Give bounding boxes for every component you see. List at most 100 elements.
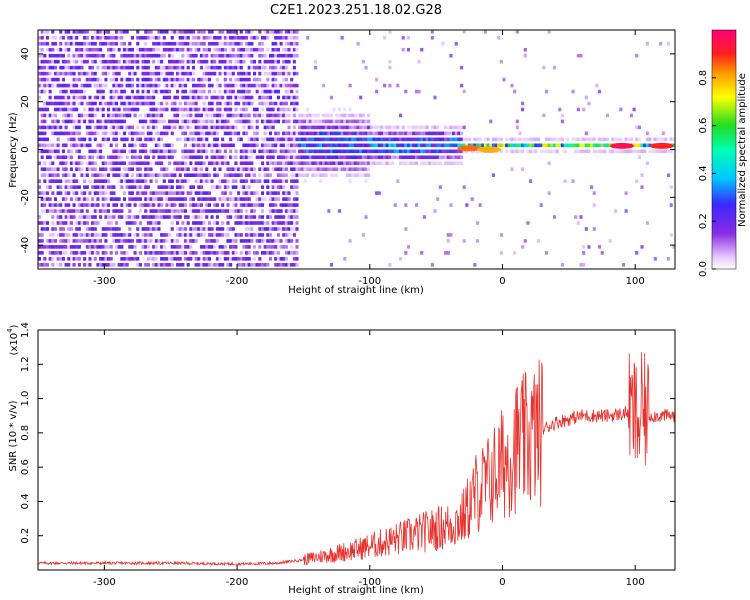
heatmap-cell bbox=[518, 149, 522, 154]
heatmap-cell bbox=[215, 161, 219, 166]
heatmap-cell bbox=[359, 113, 363, 118]
heatmap-cell bbox=[162, 155, 166, 160]
heatmap-cell bbox=[582, 107, 586, 112]
heatmap-cell bbox=[138, 167, 142, 172]
heatmap-cell bbox=[234, 107, 238, 112]
heatmap-cell bbox=[420, 251, 424, 255]
heatmap-cell bbox=[584, 95, 588, 100]
heatmap-cell bbox=[61, 155, 65, 160]
heatmap-cell bbox=[114, 167, 119, 172]
heatmap-cell bbox=[422, 125, 426, 130]
heatmap-cell bbox=[391, 149, 395, 154]
heatmap-cell bbox=[271, 191, 275, 195]
heatmap-cell bbox=[40, 191, 44, 195]
heatmap-cell bbox=[263, 137, 267, 142]
heatmap-cell bbox=[122, 95, 127, 100]
heatmap-cell bbox=[329, 137, 334, 142]
heatmap-cell bbox=[351, 143, 355, 148]
heatmap-cell bbox=[221, 47, 225, 52]
heatmap-cell bbox=[550, 137, 554, 142]
heatmap-cell bbox=[191, 107, 196, 112]
heatmap-cell bbox=[391, 137, 395, 142]
heatmap-cell bbox=[75, 53, 79, 58]
heatmap-cell bbox=[48, 149, 52, 154]
heatmap-cell bbox=[282, 65, 286, 70]
heatmap-cell bbox=[45, 245, 50, 249]
heatmap-cell bbox=[141, 71, 145, 76]
heatmap-cell bbox=[114, 71, 119, 76]
heatmap-cell bbox=[43, 65, 47, 70]
heatmap-cell bbox=[279, 137, 283, 142]
heatmap-cell bbox=[205, 125, 209, 130]
heatmap-cell bbox=[178, 107, 182, 112]
heatmap-cell bbox=[234, 239, 238, 243]
heatmap-cell bbox=[245, 155, 249, 160]
heatmap-cell bbox=[43, 221, 47, 225]
heatmap-cell bbox=[88, 95, 92, 100]
heatmap-cell bbox=[282, 203, 286, 207]
heatmap-cell bbox=[284, 233, 288, 237]
heatmap-cell bbox=[170, 257, 174, 261]
heatmap-cell bbox=[59, 83, 63, 88]
heatmap-cell bbox=[282, 245, 286, 249]
heatmap-cell bbox=[603, 137, 607, 142]
heatmap-cell bbox=[417, 149, 421, 154]
heatmap-cell bbox=[367, 173, 371, 177]
heatmap-cell bbox=[101, 119, 105, 124]
heatmap-cell bbox=[321, 113, 326, 118]
heatmap-cell bbox=[91, 227, 95, 231]
heatmap-cell bbox=[69, 179, 73, 183]
heatmap-cell bbox=[85, 173, 89, 177]
heatmap-cell bbox=[117, 59, 121, 64]
heatmap-cell bbox=[226, 101, 230, 106]
heatmap-cell bbox=[245, 161, 249, 166]
heatmap-cell bbox=[258, 245, 262, 249]
heatmap-cell bbox=[340, 131, 344, 136]
heatmap-cell bbox=[223, 107, 227, 112]
heatmap-cell bbox=[255, 89, 259, 94]
heatmap-cell bbox=[40, 233, 44, 237]
heatmap-cell bbox=[598, 245, 602, 249]
heatmap-cell bbox=[80, 143, 84, 148]
heatmap-cell bbox=[146, 173, 150, 177]
heatmap-cell bbox=[605, 137, 610, 142]
heatmap-cell bbox=[276, 239, 280, 243]
heatmap-cell bbox=[218, 257, 222, 261]
heatmap-cell bbox=[377, 161, 381, 166]
heatmap-cell bbox=[215, 131, 219, 136]
heatmap-cell bbox=[149, 119, 153, 124]
heatmap-cell bbox=[56, 179, 60, 183]
heatmap-cell bbox=[186, 53, 190, 58]
heatmap-cell bbox=[303, 119, 307, 124]
heatmap-cell bbox=[67, 53, 71, 58]
heatmap-cell bbox=[114, 107, 119, 112]
heatmap-cell bbox=[274, 221, 278, 225]
heatmap-cell bbox=[178, 191, 182, 195]
heatmap-cell bbox=[287, 215, 291, 219]
heatmap-cell bbox=[64, 125, 68, 130]
heatmap-cell bbox=[45, 173, 50, 177]
heatmap-cell bbox=[210, 30, 214, 34]
heatmap-cell bbox=[51, 77, 55, 82]
heatmap-cell bbox=[239, 203, 243, 207]
heatmap-cell bbox=[329, 119, 334, 124]
heatmap-cell bbox=[460, 131, 464, 136]
heatmap-cell bbox=[152, 35, 156, 40]
heatmap-cell bbox=[215, 41, 219, 46]
heatmap-cell bbox=[122, 161, 127, 166]
heatmap-cell bbox=[120, 179, 124, 183]
heatmap-cell bbox=[101, 59, 105, 64]
heatmap-cell bbox=[56, 263, 60, 267]
heatmap-cell bbox=[276, 131, 280, 136]
heatmap-cell bbox=[152, 59, 156, 64]
heatmap-cell bbox=[491, 137, 495, 142]
heatmap-cell bbox=[199, 179, 204, 183]
heatmap-cell bbox=[141, 101, 145, 106]
heatmap-cell bbox=[215, 257, 219, 261]
heatmap-cell bbox=[61, 89, 65, 94]
heatmap-cell bbox=[141, 239, 145, 243]
heatmap-cell bbox=[93, 221, 97, 225]
heatmap-cell bbox=[96, 35, 100, 40]
heatmap-cell bbox=[260, 191, 265, 195]
heatmap-cell bbox=[505, 143, 509, 148]
